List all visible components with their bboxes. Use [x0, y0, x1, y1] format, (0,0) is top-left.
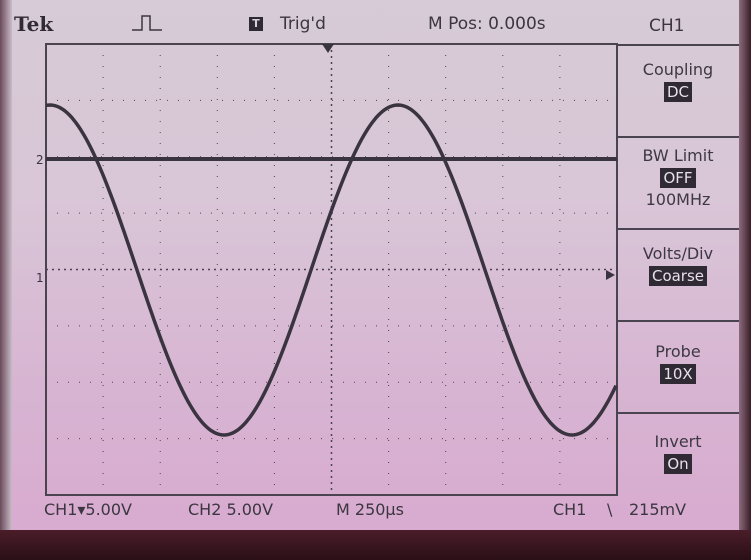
volts-div-label: Volts/Div — [642, 244, 714, 263]
coupling-label: Coupling — [642, 60, 714, 79]
bw-limit-option[interactable]: BW Limit OFF 100MHz — [617, 136, 739, 228]
trigger-status: Trig'd — [280, 14, 326, 34]
ch1-scale-readout: CH1▾5.00V — [44, 500, 132, 519]
trigger-level-marker — [606, 270, 615, 280]
bezel-bottom — [0, 530, 751, 560]
graticule-grid — [46, 44, 617, 495]
volts-div-option[interactable]: Volts/Div Coarse — [617, 228, 739, 320]
probe-value: 10X — [660, 364, 696, 384]
brand-logo: Tek — [14, 12, 54, 36]
trigger-slope-icon: \ — [607, 500, 613, 519]
bezel-right — [739, 0, 751, 560]
bw-limit-label: BW Limit — [642, 146, 714, 165]
trigger-badge: T — [249, 17, 263, 31]
bw-limit-extra: 100MHz — [645, 190, 711, 209]
ch1-ground-marker: 1 — [36, 271, 44, 285]
time-scale-readout: M 250μs — [336, 500, 404, 519]
ch2-ground-marker: 2 — [36, 153, 44, 167]
bezel-left — [0, 0, 12, 530]
coupling-option[interactable]: Coupling DC — [617, 44, 739, 136]
ch2-scale-readout: CH2 5.00V — [188, 500, 274, 519]
menu-title: CH1 — [649, 16, 685, 36]
volts-div-value: Coarse — [648, 266, 708, 286]
trigger-level-readout: 215mV — [629, 500, 687, 519]
bw-limit-value: OFF — [660, 168, 696, 188]
channel-menu: Coupling DC BW Limit OFF 100MHz Volts/Di… — [617, 44, 739, 504]
probe-label: Probe — [655, 342, 701, 361]
coupling-value: DC — [663, 82, 693, 102]
acquisition-icon — [132, 15, 162, 31]
trigger-position-marker — [322, 44, 334, 53]
trigger-source-readout: CH1 — [553, 500, 587, 519]
invert-option[interactable]: Invert On — [617, 412, 739, 504]
invert-value: On — [664, 454, 692, 474]
probe-option[interactable]: Probe 10X — [617, 320, 739, 412]
invert-label: Invert — [654, 432, 702, 451]
main-position-readout: M Pos: 0.000s — [428, 14, 546, 34]
ch1-trace — [45, 103, 618, 437]
